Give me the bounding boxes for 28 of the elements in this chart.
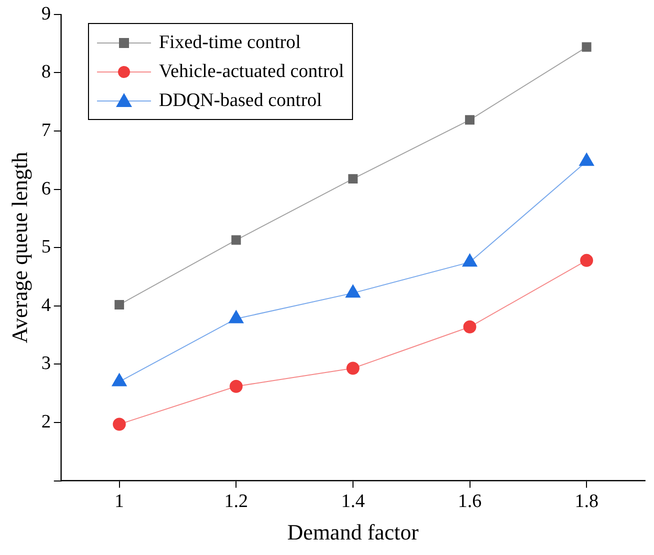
point: [230, 380, 243, 393]
point: [465, 115, 475, 125]
y-tick-label: 4: [41, 294, 52, 316]
x-tick-label: 1.4: [341, 491, 366, 512]
legend-label: DDQN-based control: [158, 89, 322, 114]
x-axis-title: Demand factor: [287, 520, 420, 545]
point: [463, 320, 476, 334]
x-tick-label: 1: [114, 491, 124, 512]
y-tick-label: 2: [41, 411, 51, 432]
x-tick-label: 1.2: [224, 491, 248, 512]
y-tick-label: 6: [41, 178, 51, 200]
x-tick-label: 1.8: [574, 491, 598, 512]
point: [114, 300, 124, 310]
point: [580, 254, 594, 267]
legend-label: Fixed-time control: [158, 31, 301, 56]
point: [582, 42, 592, 52]
y-tick-label: 5: [41, 236, 51, 258]
y-tick-label: 7: [41, 120, 51, 141]
point: [231, 235, 241, 245]
x-tick-label: 1.6: [458, 491, 482, 512]
legend-label: Vehicle-actuated control: [158, 60, 344, 84]
y-tick-label: 3: [41, 353, 51, 374]
point: [346, 362, 360, 375]
point: [112, 418, 126, 431]
point: [348, 174, 358, 184]
y-axis-title: Average queue length: [6, 152, 32, 344]
y-tick-label: 8: [41, 62, 51, 83]
y-tick-label: 9: [41, 3, 51, 24]
